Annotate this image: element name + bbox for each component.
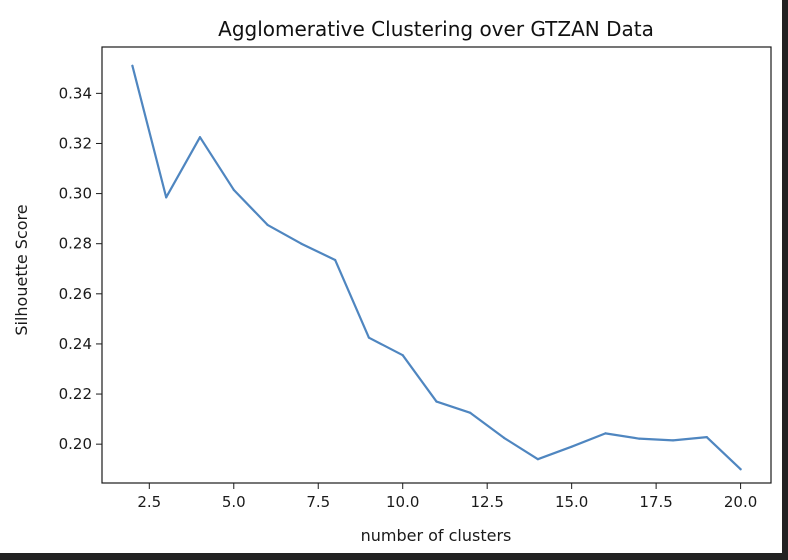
x-tick-label: 12.5 [470, 493, 503, 511]
y-tick-label: 0.26 [59, 285, 92, 303]
plot-area: 2.5 5.0 7.5 10.0 12.5 15.0 17.5 20.0 0.20 0.22 0.2… [59, 46, 772, 511]
x-axis-label: number of clusters [361, 526, 512, 545]
data-point [131, 64, 134, 67]
data-point [334, 258, 337, 262]
y-tick-label: 0.34 [59, 84, 92, 102]
data-point [232, 188, 235, 191]
chart-canvas [0, 0, 782, 553]
data-point [469, 411, 472, 414]
y-tick-label: 0.30 [59, 185, 92, 203]
y-tick-label: 0.28 [59, 235, 92, 253]
chart-title: Agglomerative Clustering over GTZAN Data [218, 17, 654, 41]
data-point [300, 242, 303, 245]
x-tick-label: 10.0 [386, 493, 419, 511]
data-point [570, 445, 573, 448]
data-point [705, 436, 708, 439]
data-point [367, 336, 371, 339]
data-point [502, 436, 506, 439]
x-tick-label: 2.5 [137, 493, 161, 511]
y-tick-label: 0.22 [59, 385, 92, 403]
x-tick-label: 15.0 [555, 493, 588, 511]
plot-frame [101, 46, 772, 484]
y-tick-label: 0.32 [59, 134, 92, 152]
x-tick-label: 7.5 [306, 493, 330, 511]
x-tick-label: 20.0 [724, 493, 757, 511]
y-axis-label: Silhouette Score [12, 204, 31, 335]
data-point [739, 468, 742, 471]
y-tick-label: 0.20 [59, 435, 92, 453]
data-point [266, 223, 269, 227]
x-tick-label: 5.0 [222, 493, 246, 511]
data-point [401, 354, 404, 357]
data-point [604, 432, 607, 435]
data-point [198, 136, 202, 139]
data-point [165, 196, 168, 199]
data-point [638, 437, 641, 440]
data-point [536, 458, 539, 461]
y-tick-label: 0.24 [59, 335, 92, 353]
data-point [671, 439, 675, 442]
data-point [435, 400, 438, 403]
x-tick-label: 17.5 [639, 493, 672, 511]
